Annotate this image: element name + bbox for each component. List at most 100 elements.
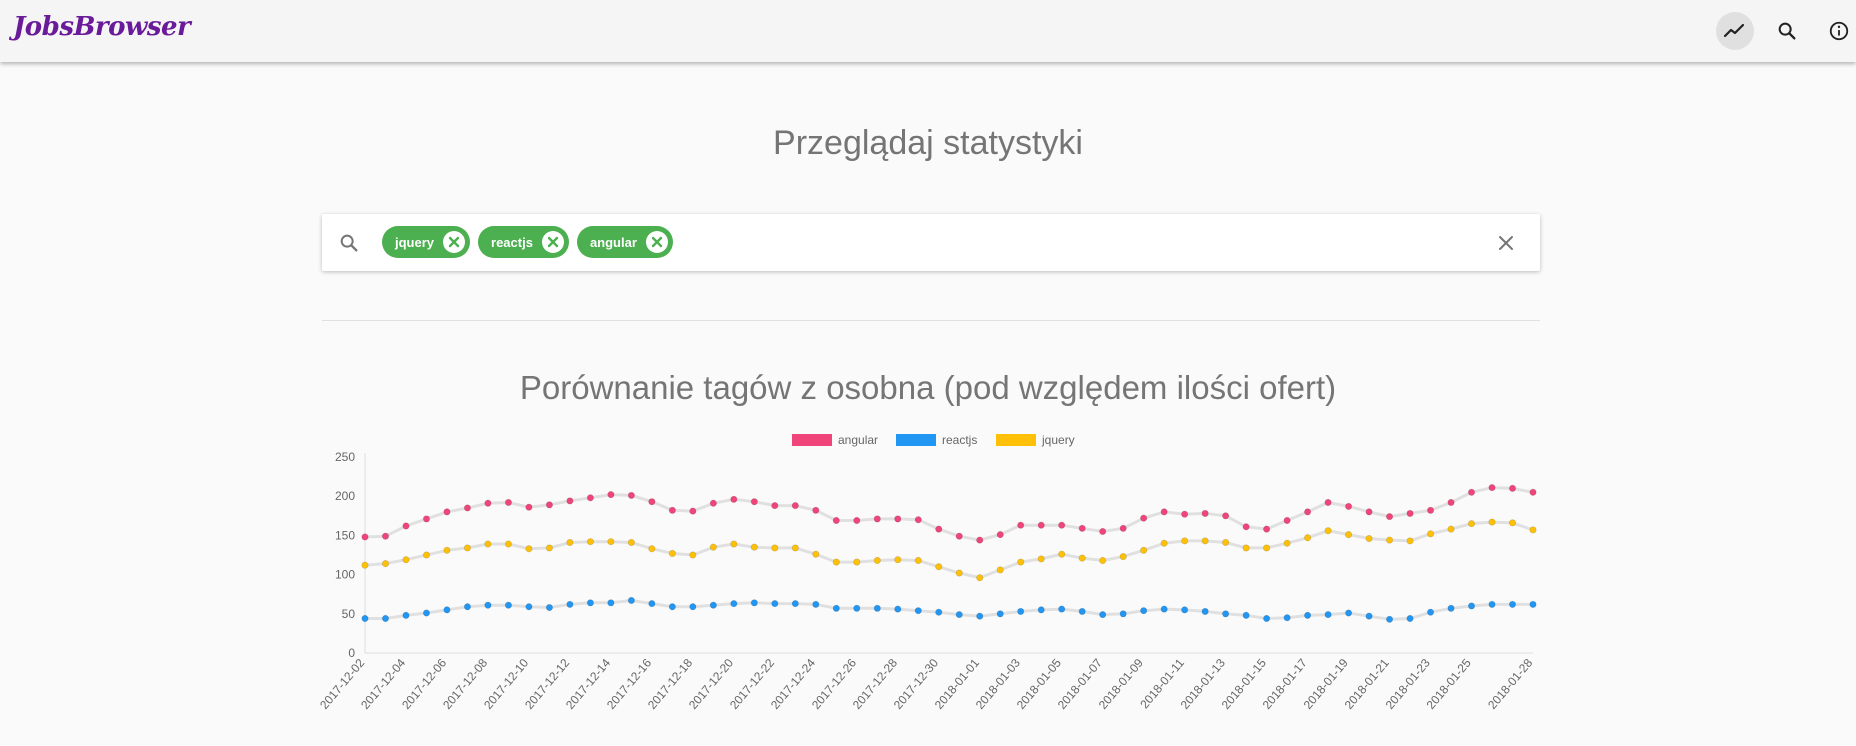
data-point-reactjs xyxy=(1058,605,1066,613)
legend-label: angular xyxy=(838,433,878,447)
legend-swatch xyxy=(896,434,936,446)
data-point-jquery xyxy=(832,558,840,566)
data-point-reactjs xyxy=(689,603,697,611)
legend-swatch xyxy=(996,434,1036,446)
data-point-jquery xyxy=(1488,518,1496,526)
data-point-reactjs xyxy=(750,599,758,607)
data-point-angular xyxy=(730,495,738,503)
app-logo[interactable]: JobsBrowser xyxy=(13,12,191,42)
data-point-angular xyxy=(853,516,861,525)
series-line-angular xyxy=(364,486,1534,542)
data-point-jquery xyxy=(648,545,656,553)
data-point-reactjs xyxy=(1078,607,1086,616)
data-point-jquery xyxy=(484,540,492,548)
data-point-angular xyxy=(1242,523,1250,531)
data-point-reactjs xyxy=(648,600,656,608)
data-point-reactjs xyxy=(525,603,533,611)
data-point-jquery xyxy=(504,540,513,548)
data-point-angular xyxy=(607,491,615,499)
tag-comparison-chart: angular reactjs jquery0501001502002502017-… xyxy=(317,433,1537,712)
data-point-jquery xyxy=(791,544,799,552)
data-point-angular xyxy=(709,499,717,507)
data-point-angular xyxy=(976,536,984,544)
data-point-reactjs xyxy=(996,610,1004,618)
tag-chip-angular[interactable]: angular xyxy=(576,226,673,258)
tag-chip-jquery[interactable]: jquery xyxy=(382,226,471,258)
remove-chip-button[interactable] xyxy=(443,231,466,253)
data-point-angular xyxy=(914,516,922,524)
data-point-reactjs xyxy=(545,603,554,612)
data-point-angular xyxy=(361,533,369,541)
data-point-jquery xyxy=(627,538,635,547)
data-point-angular xyxy=(1406,509,1414,518)
data-point-reactjs xyxy=(668,603,676,611)
data-point-angular xyxy=(627,491,635,500)
data-point-jquery xyxy=(361,561,369,569)
tag-chip-reactjs[interactable]: reactjs xyxy=(478,226,569,258)
data-point-angular xyxy=(1160,508,1168,516)
data-point-angular xyxy=(1037,521,1045,529)
data-point-reactjs xyxy=(504,601,513,609)
data-point-jquery xyxy=(976,574,984,582)
data-point-reactjs xyxy=(1488,600,1496,608)
info-button[interactable] xyxy=(1820,12,1856,50)
data-point-reactjs xyxy=(607,599,615,607)
data-point-jquery xyxy=(1181,537,1189,545)
data-point-jquery xyxy=(525,545,533,553)
data-point-reactjs xyxy=(1201,607,1209,616)
data-point-reactjs xyxy=(1365,612,1373,620)
remove-chip-button[interactable] xyxy=(541,231,564,253)
data-point-jquery xyxy=(1426,530,1435,538)
data-point-reactjs xyxy=(914,607,922,615)
chip-label: reactjs xyxy=(491,234,533,250)
data-point-reactjs xyxy=(976,612,984,620)
data-point-reactjs xyxy=(1426,608,1435,616)
data-point-jquery xyxy=(463,544,472,552)
close-icon xyxy=(651,236,663,248)
data-point-jquery xyxy=(709,543,717,551)
data-point-angular xyxy=(1263,525,1271,533)
info-icon xyxy=(1829,21,1849,41)
data-point-jquery xyxy=(996,566,1004,574)
tag-chips: jquery reactjs angular xyxy=(382,226,673,258)
data-point-jquery xyxy=(730,540,738,548)
data-point-angular xyxy=(443,508,451,516)
data-point-angular xyxy=(586,494,595,502)
data-point-reactjs xyxy=(1324,610,1332,619)
data-point-reactjs xyxy=(771,600,779,608)
data-point-angular xyxy=(1447,498,1455,507)
stats-button[interactable] xyxy=(1716,12,1754,50)
data-point-jquery xyxy=(1467,520,1476,528)
data-point-jquery xyxy=(1037,555,1045,563)
search-icon xyxy=(1778,22,1796,40)
trending-icon xyxy=(1723,23,1745,38)
data-point-reactjs xyxy=(709,601,717,609)
data-point-angular xyxy=(668,506,676,514)
data-point-jquery xyxy=(1385,536,1394,544)
data-point-jquery xyxy=(873,556,881,565)
data-point-reactjs xyxy=(381,614,390,623)
data-point-reactjs xyxy=(894,605,902,613)
data-point-reactjs xyxy=(422,609,431,617)
section-divider xyxy=(322,320,1540,321)
data-point-angular xyxy=(1222,512,1230,520)
data-point-jquery xyxy=(955,569,963,577)
data-point-jquery xyxy=(1406,537,1414,545)
data-point-angular xyxy=(1488,483,1496,492)
data-point-reactjs xyxy=(1242,611,1250,619)
data-point-jquery xyxy=(1242,544,1250,552)
data-point-reactjs xyxy=(1037,606,1045,614)
legend-label: jquery xyxy=(1041,433,1075,447)
data-point-reactjs xyxy=(1529,600,1537,608)
search-button[interactable] xyxy=(1768,12,1806,50)
data-point-jquery xyxy=(1263,544,1271,552)
legend-label: reactjs xyxy=(942,433,977,447)
data-point-reactjs xyxy=(1344,609,1353,617)
data-point-angular xyxy=(1365,508,1373,516)
clear-search-button[interactable] xyxy=(1494,231,1518,255)
data-point-reactjs xyxy=(1181,606,1189,614)
search-icon xyxy=(340,234,358,252)
data-point-angular xyxy=(1058,521,1066,529)
remove-chip-button[interactable] xyxy=(645,231,668,253)
data-point-reactjs xyxy=(1099,610,1107,619)
